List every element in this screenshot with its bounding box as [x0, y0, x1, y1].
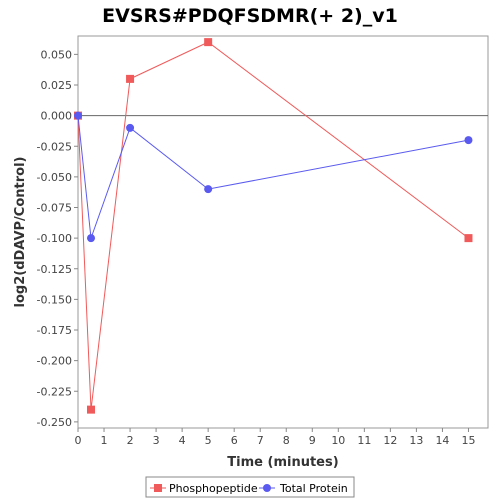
chart-title: EVSRS#PDQFSDMR(+ 2)_v1 — [102, 5, 398, 27]
data-point-phosphopeptide — [87, 405, 96, 414]
data-point-phosphopeptide — [464, 234, 473, 243]
y-tick-label: 0.025 — [41, 79, 73, 92]
x-tick-label: 3 — [153, 434, 160, 447]
legend-marker-total-protein — [263, 484, 271, 492]
y-tick-label: -0.200 — [37, 355, 72, 368]
legend-marker-phosphopeptide — [154, 484, 162, 492]
x-tick-label: 1 — [101, 434, 108, 447]
x-axis: 0 1 2 3 4 5 6 7 8 9 10 11 12 13 14 15 — [75, 428, 475, 447]
x-tick-label: 14 — [435, 434, 449, 447]
y-tick-label: -0.225 — [37, 385, 72, 398]
y-tick-label: -0.125 — [37, 263, 72, 276]
series-layer — [74, 38, 473, 414]
y-tick-label: -0.100 — [37, 232, 72, 245]
x-tick-label: 0 — [75, 434, 82, 447]
x-tick-label: 10 — [331, 434, 345, 447]
legend-label-phosphopeptide: Phosphopeptide — [169, 482, 258, 495]
legend: Phosphopeptide Total Protein — [145, 476, 355, 498]
data-point-total-protein — [464, 136, 473, 145]
y-tick-label: -0.025 — [37, 140, 72, 153]
x-tick-label: 9 — [309, 434, 316, 447]
x-tick-label: 6 — [231, 434, 238, 447]
x-tick-label: 12 — [383, 434, 397, 447]
x-tick-label: 13 — [409, 434, 423, 447]
plot-area — [77, 35, 489, 429]
x-tick-label: 5 — [205, 434, 212, 447]
x-tick-label: 7 — [257, 434, 264, 447]
data-point-total-protein — [204, 185, 213, 194]
y-tick-label: -0.150 — [37, 293, 72, 306]
data-point-phosphopeptide — [126, 74, 135, 83]
y-tick-label: 0.050 — [41, 48, 73, 61]
y-tick-label: 0.000 — [41, 110, 73, 123]
legend-label-total-protein: Total Protein — [279, 482, 348, 495]
data-point-total-protein — [87, 234, 96, 243]
data-point-total-protein — [74, 111, 82, 120]
data-point-phosphopeptide — [204, 38, 213, 47]
x-tick-label: 4 — [179, 434, 186, 447]
x-tick-label: 15 — [461, 434, 475, 447]
x-tick-label: 11 — [357, 434, 371, 447]
y-tick-label: -0.250 — [37, 416, 72, 429]
y-tick-label: -0.175 — [37, 324, 72, 337]
y-tick-label: -0.050 — [37, 171, 72, 184]
data-point-total-protein — [126, 123, 135, 132]
y-axis: 0.050 0.025 0.000 -0.025 -0.050 -0.075 -0.100 -… — [37, 48, 78, 429]
y-tick-label: -0.075 — [37, 202, 72, 215]
legend-box — [145, 476, 355, 498]
x-axis-label: Time (minutes) — [227, 455, 338, 470]
x-tick-label: 8 — [283, 434, 290, 447]
y-axis-label: log2(dDAVP/Control) — [13, 157, 28, 308]
x-tick-label: 2 — [127, 434, 134, 447]
